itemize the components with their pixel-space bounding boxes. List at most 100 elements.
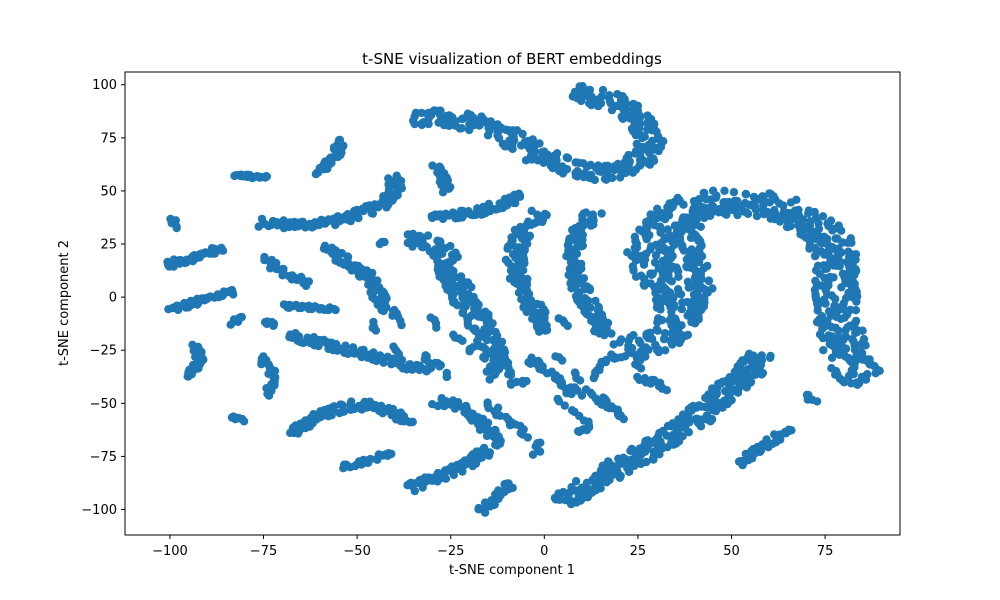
point-cluster bbox=[389, 342, 404, 359]
scatter-point bbox=[278, 271, 287, 280]
scatter-point bbox=[435, 250, 445, 259]
scatter-point bbox=[804, 209, 813, 218]
scatter-point bbox=[432, 323, 441, 332]
x-tick-label: −75 bbox=[250, 544, 277, 559]
scatter-point bbox=[584, 421, 594, 430]
scatter-point bbox=[741, 189, 750, 199]
scatter-point bbox=[508, 144, 517, 154]
scatter-point bbox=[733, 210, 742, 220]
scatter-point bbox=[334, 135, 344, 145]
scatter-point bbox=[455, 124, 465, 133]
scatter-point bbox=[662, 386, 671, 395]
scatter-point bbox=[527, 353, 536, 362]
scatter-point bbox=[725, 373, 734, 382]
point-cluster bbox=[409, 82, 668, 185]
scatter-point bbox=[828, 226, 837, 235]
scatter-point bbox=[642, 457, 651, 467]
point-cluster bbox=[428, 394, 505, 450]
point-cluster bbox=[534, 356, 545, 374]
scatter-point bbox=[775, 217, 785, 226]
point-cluster bbox=[474, 479, 517, 517]
scatter-point bbox=[577, 391, 587, 400]
scatter-point bbox=[602, 397, 611, 406]
scatter-point bbox=[640, 281, 649, 290]
scatter-point bbox=[481, 345, 490, 354]
scatter-point bbox=[648, 136, 657, 145]
point-cluster bbox=[631, 360, 646, 373]
scatter-point bbox=[649, 154, 658, 163]
point-cluster bbox=[319, 241, 400, 320]
scatter-point bbox=[619, 414, 628, 424]
scatter-point bbox=[442, 372, 452, 382]
scatter-point bbox=[660, 329, 670, 338]
scatter-point bbox=[347, 266, 356, 275]
scatter-point bbox=[514, 189, 524, 198]
scatter-point bbox=[632, 139, 641, 149]
scatter-point bbox=[853, 380, 862, 389]
point-cluster bbox=[260, 252, 313, 291]
point-cluster bbox=[260, 317, 279, 330]
scatter-point bbox=[237, 312, 246, 322]
point-cluster bbox=[550, 349, 775, 509]
scatter-point bbox=[520, 259, 529, 268]
x-tick-label: 50 bbox=[723, 544, 740, 559]
scatter-point bbox=[841, 326, 850, 335]
scatter-point bbox=[563, 153, 573, 163]
point-cluster bbox=[427, 189, 525, 224]
point-cluster bbox=[734, 425, 796, 470]
scatter-point bbox=[846, 379, 856, 388]
point-cluster bbox=[163, 243, 228, 271]
x-tick-label: 0 bbox=[540, 544, 548, 559]
point-cluster bbox=[562, 208, 616, 340]
y-tick-label: −25 bbox=[90, 344, 117, 359]
scatter-point bbox=[558, 356, 567, 365]
scatter-point bbox=[337, 400, 347, 410]
scatter-point bbox=[314, 341, 323, 351]
scatter-point bbox=[517, 141, 526, 150]
scatter-point bbox=[752, 211, 762, 221]
point-cluster bbox=[403, 229, 516, 384]
point-cluster bbox=[442, 368, 452, 382]
scatter-point bbox=[821, 299, 830, 308]
scatter-point bbox=[571, 477, 581, 486]
scatter-point bbox=[269, 321, 278, 330]
scatter-point bbox=[535, 327, 544, 336]
scatter-point bbox=[831, 294, 840, 304]
point-cluster bbox=[570, 383, 587, 400]
scatter-point bbox=[514, 288, 524, 297]
scatter-point bbox=[657, 316, 667, 325]
scatter-point bbox=[538, 217, 547, 227]
scatter-point bbox=[590, 175, 599, 185]
scatter-point bbox=[687, 245, 696, 254]
scatter-point bbox=[567, 483, 576, 492]
scatter-point bbox=[652, 325, 661, 334]
scatter-point bbox=[818, 212, 828, 221]
point-cluster bbox=[554, 314, 572, 331]
scatter-point bbox=[627, 444, 636, 454]
scatter-point bbox=[837, 283, 846, 292]
x-tick-label: 75 bbox=[817, 544, 834, 559]
scatter-point bbox=[591, 296, 600, 306]
scatter-point bbox=[397, 320, 406, 330]
scatter-point bbox=[428, 161, 437, 170]
scatter-point bbox=[600, 330, 609, 340]
scatter-point bbox=[627, 343, 637, 353]
scatter-point bbox=[558, 169, 568, 178]
point-cluster bbox=[579, 416, 594, 430]
point-cluster bbox=[528, 438, 545, 459]
point-cluster bbox=[426, 313, 441, 332]
point-cluster bbox=[551, 352, 567, 365]
scatter-point bbox=[554, 397, 564, 406]
scatter-point bbox=[630, 232, 640, 241]
scatter-point bbox=[260, 255, 269, 265]
scatter-point bbox=[762, 435, 771, 444]
scatter-point bbox=[257, 360, 266, 369]
scatter-point bbox=[559, 487, 568, 497]
y-axis-ticks: −100 −75 −50 −25 0 25 50 75 100 bbox=[81, 78, 125, 518]
scatter-point bbox=[852, 327, 862, 337]
scatter-point bbox=[309, 410, 318, 419]
scatter-point bbox=[518, 379, 528, 388]
scatter-point bbox=[424, 358, 433, 367]
scatter-point bbox=[673, 285, 683, 294]
